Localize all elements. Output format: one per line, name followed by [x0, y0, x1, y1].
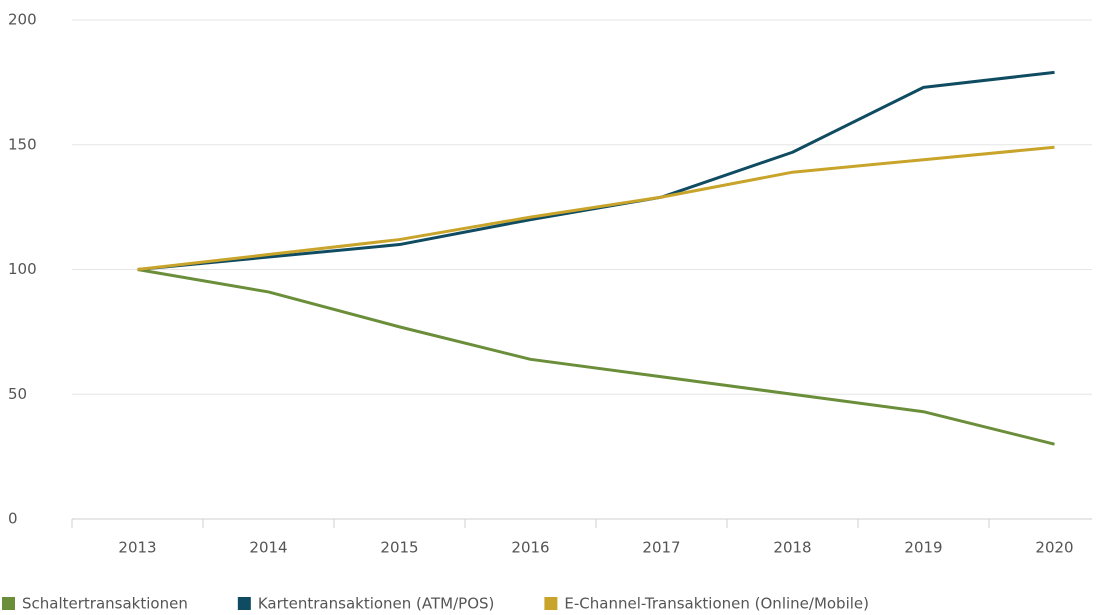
y-tick-label: 0	[8, 510, 18, 528]
x-tick-label: 2013	[118, 539, 156, 557]
x-tick-label: 2019	[904, 539, 942, 557]
y-tick-label: 50	[8, 385, 27, 403]
x-tick-label: 2016	[511, 539, 549, 557]
x-tick-label: 2015	[380, 539, 418, 557]
x-tick-label: 2020	[1035, 539, 1073, 557]
y-tick-label: 100	[8, 260, 37, 278]
y-tick-label: 200	[8, 11, 37, 29]
x-tick-label: 2018	[773, 539, 811, 557]
legend-swatch	[237, 597, 251, 610]
legend-label: Schaltertransaktionen	[22, 595, 188, 613]
legend-label: E-Channel-Transaktionen (Online/Mobile)	[564, 595, 869, 613]
legend-swatch	[544, 597, 558, 610]
line-series	[137, 268, 1055, 446]
line-series	[137, 70, 1055, 271]
line-series	[137, 145, 1055, 271]
legend-label: Kartentransaktionen (ATM/POS)	[258, 595, 495, 613]
y-tick-label: 150	[8, 135, 37, 153]
x-tick-label: 2017	[642, 539, 680, 557]
legend-swatch	[2, 597, 15, 610]
x-tick-label: 2014	[249, 539, 287, 557]
